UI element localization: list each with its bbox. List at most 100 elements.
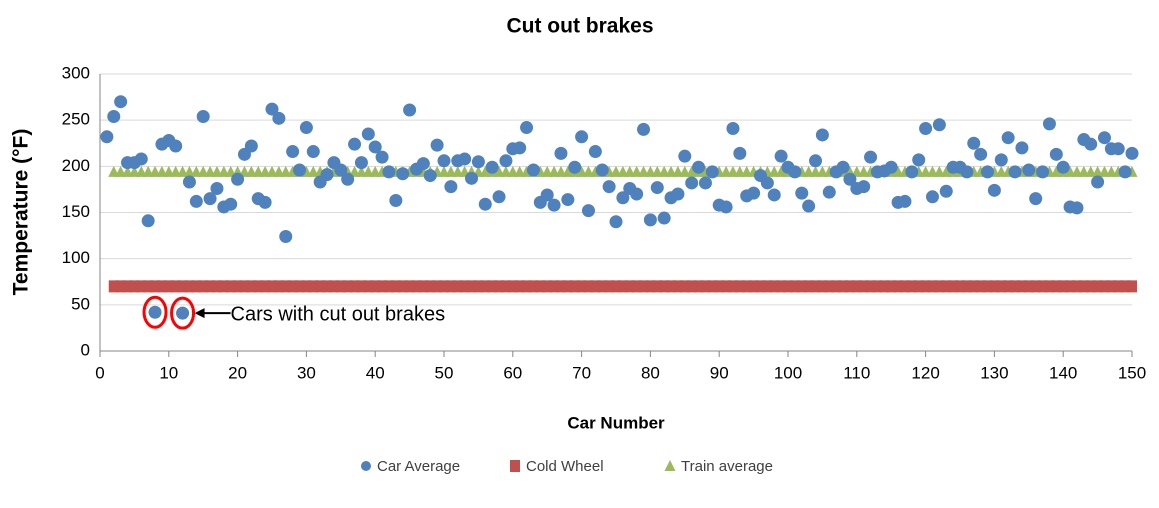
- x-axis-label: Car Number: [567, 413, 665, 432]
- point: [390, 280, 401, 293]
- point: [301, 280, 312, 293]
- point: [205, 280, 216, 293]
- point: [135, 165, 147, 177]
- point: [905, 165, 919, 179]
- point: [721, 280, 732, 293]
- point: [169, 139, 183, 153]
- point: [478, 197, 492, 211]
- x-tick-label: 60: [503, 363, 522, 382]
- point: [624, 165, 636, 177]
- point: [1056, 160, 1070, 174]
- point: [438, 165, 450, 177]
- point: [643, 213, 657, 227]
- point: [218, 280, 229, 293]
- point: [114, 95, 128, 109]
- point: [1036, 165, 1050, 179]
- point: [507, 280, 518, 293]
- point: [445, 280, 456, 293]
- point: [893, 280, 904, 293]
- point: [1125, 146, 1139, 160]
- point: [1023, 280, 1034, 293]
- point: [864, 150, 878, 164]
- point: [404, 280, 415, 293]
- point: [1037, 280, 1048, 293]
- point: [851, 165, 863, 177]
- point: [1001, 131, 1015, 145]
- point: [100, 130, 114, 144]
- point: [198, 280, 209, 293]
- point: [294, 280, 305, 293]
- y-tick-label: 300: [62, 63, 90, 82]
- point: [760, 176, 774, 190]
- annotation: Cars with cut out brakes: [231, 303, 446, 325]
- point: [836, 160, 850, 174]
- point: [444, 180, 458, 194]
- point: [581, 204, 595, 218]
- y-tick-label: 0: [81, 340, 90, 359]
- point: [239, 280, 250, 293]
- y-tick-label: 250: [62, 110, 90, 129]
- point: [210, 181, 224, 195]
- point: [1022, 163, 1036, 177]
- point: [520, 121, 534, 135]
- point: [521, 280, 532, 293]
- point: [768, 165, 780, 177]
- point: [535, 280, 546, 293]
- point: [191, 280, 202, 293]
- point: [184, 280, 195, 293]
- point: [328, 280, 339, 293]
- point: [783, 280, 793, 293]
- point: [583, 280, 594, 293]
- point: [906, 280, 917, 293]
- point: [609, 215, 623, 229]
- point: [588, 145, 602, 159]
- point: [658, 165, 670, 177]
- point: [803, 165, 815, 177]
- point: [816, 165, 828, 177]
- point: [542, 280, 553, 293]
- point: [1120, 280, 1131, 293]
- point: [183, 165, 195, 177]
- point: [892, 165, 904, 177]
- point: [1085, 280, 1096, 293]
- point: [933, 165, 945, 177]
- point: [932, 118, 946, 132]
- point: [975, 280, 986, 293]
- point: [665, 165, 677, 177]
- point: [961, 280, 972, 293]
- point: [129, 280, 140, 293]
- point: [624, 280, 635, 293]
- point: [1111, 142, 1125, 156]
- point: [349, 165, 361, 177]
- point: [631, 280, 642, 293]
- x-tick-label: 130: [980, 363, 1008, 382]
- point: [610, 165, 622, 177]
- point: [940, 165, 952, 177]
- point: [459, 280, 470, 293]
- point: [349, 280, 360, 293]
- point: [1050, 165, 1062, 177]
- point: [382, 165, 396, 179]
- point: [561, 193, 575, 207]
- point: [507, 165, 519, 177]
- point: [500, 280, 511, 293]
- point: [108, 280, 119, 293]
- point: [439, 280, 449, 293]
- x-tick-label: 80: [641, 363, 660, 382]
- point: [597, 280, 608, 293]
- point: [858, 165, 870, 177]
- point: [576, 165, 588, 177]
- point: [769, 280, 780, 293]
- legend-swatch: [664, 460, 676, 471]
- point: [363, 280, 374, 293]
- point: [989, 280, 1000, 293]
- y-tick-label: 100: [62, 248, 90, 267]
- point: [1092, 280, 1103, 293]
- point: [315, 280, 326, 293]
- point: [652, 280, 663, 293]
- point: [196, 109, 210, 123]
- point: [122, 280, 133, 293]
- point: [925, 190, 939, 204]
- point: [293, 163, 307, 177]
- point: [514, 280, 525, 293]
